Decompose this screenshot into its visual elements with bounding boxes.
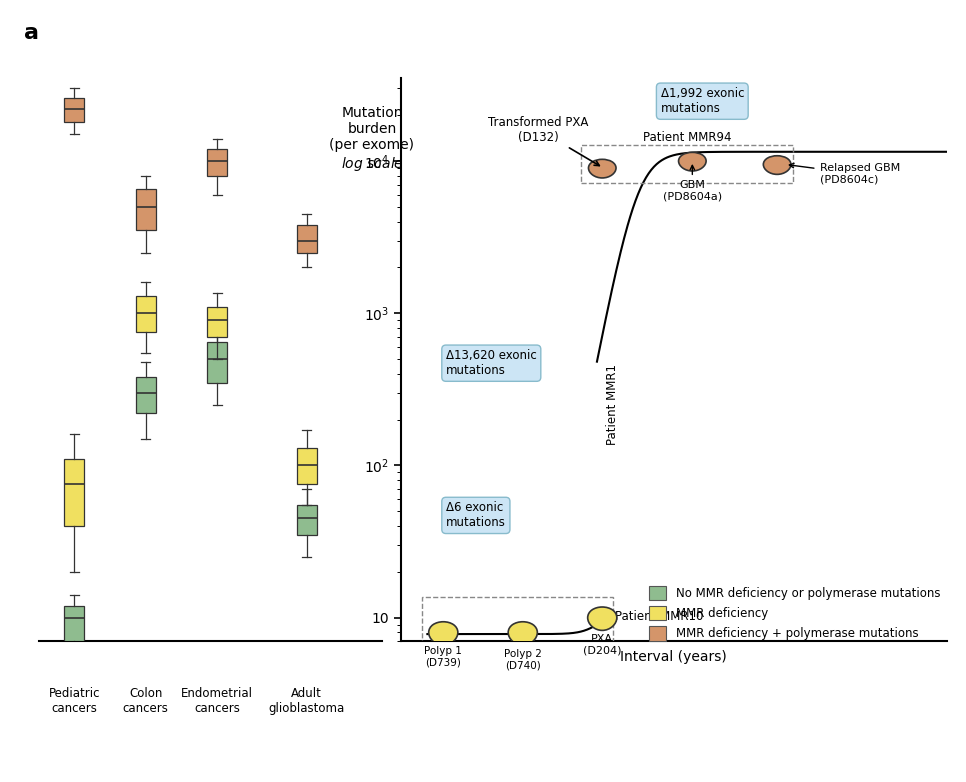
Bar [297,505,317,535]
Ellipse shape [429,622,458,645]
Text: Relapsed GBM
(PD8604c): Relapsed GBM (PD8604c) [789,163,899,185]
Text: Patient MMR94: Patient MMR94 [642,131,731,144]
Bar [208,342,227,382]
Bar [65,459,84,526]
Bar [136,189,156,231]
Bar [208,149,227,176]
Ellipse shape [508,622,537,645]
Text: Adult
glioblastoma: Adult glioblastoma [269,687,345,715]
Text: Transformed PXA
(D132): Transformed PXA (D132) [489,116,599,166]
Text: PXA
(D204): PXA (D204) [583,634,621,655]
Text: Δ6 exonic
mutations: Δ6 exonic mutations [446,501,506,529]
Text: Colon
cancers: Colon cancers [123,687,169,715]
Text: Δ13,620 exonic
mutations: Δ13,620 exonic mutations [446,350,537,377]
Text: Pediatric
cancers: Pediatric cancers [48,687,100,715]
Bar [65,605,84,641]
Text: a: a [24,23,40,44]
X-axis label: Interval (years): Interval (years) [620,650,727,664]
Bar [422,597,612,643]
Text: Δ1,992 exonic
mutations: Δ1,992 exonic mutations [661,88,744,115]
Bar [297,225,317,253]
Ellipse shape [587,607,617,630]
Text: GBM
(PD8604a): GBM (PD8604a) [663,165,722,202]
Text: Polyp 1
(D739): Polyp 1 (D739) [424,646,462,668]
Bar [136,377,156,414]
Bar [65,98,84,122]
Legend: No MMR deficiency or polymerase mutations, MMR deficiency, MMR deficiency + poly: No MMR deficiency or polymerase mutation… [642,579,947,647]
Text: Polyp 2
(D740): Polyp 2 (D740) [504,649,542,671]
Text: Endometrial
cancers: Endometrial cancers [182,687,253,715]
Text: Mutation
burden
(per exome)
$\it{log\ scale}$: Mutation burden (per exome) $\it{log\ sc… [329,106,414,173]
Bar [208,307,227,337]
Ellipse shape [678,152,706,171]
Bar [297,448,317,485]
Bar [582,145,793,183]
Ellipse shape [588,160,616,178]
Text: Patient MMR1: Patient MMR1 [606,364,619,446]
Ellipse shape [763,156,791,174]
Bar [136,296,156,332]
Text: Patient MMR10: Patient MMR10 [615,610,704,623]
